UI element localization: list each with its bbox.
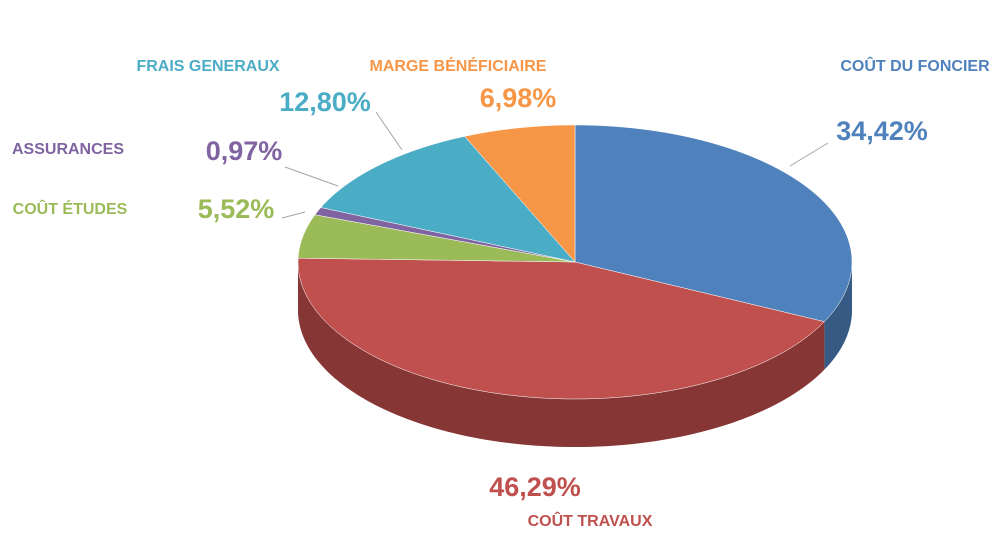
slice	[297, 214, 576, 263]
value-label: 6,98%	[480, 83, 557, 113]
leader-line	[284, 166, 339, 187]
slice	[297, 257, 825, 400]
slice	[320, 136, 576, 263]
side-shade	[298, 262, 825, 447]
side-shade	[824, 262, 852, 370]
category-label: COÛT ÉTUDES	[13, 199, 128, 218]
slice-side	[824, 262, 852, 370]
slice-side	[298, 262, 825, 447]
value-label: 12,80%	[279, 87, 371, 117]
value-label: 5,52%	[198, 194, 275, 224]
category-label: COÛT TRAVAUX	[528, 511, 653, 530]
value-label: 46,29%	[489, 472, 581, 502]
leader-line	[789, 142, 829, 167]
category-label: MARGE BÉNÉFICIAIRE	[370, 56, 547, 75]
category-label: FRAIS GENERAUX	[136, 58, 279, 75]
leader-line	[281, 211, 306, 219]
value-label: 0,97%	[206, 136, 283, 166]
value-label: 34,42%	[836, 116, 928, 146]
slice	[464, 124, 576, 263]
category-label: ASSURANCES	[12, 141, 124, 158]
slice	[574, 124, 853, 322]
leader-line	[375, 111, 403, 151]
category-label: COÛT DU FONCIER	[840, 56, 990, 75]
